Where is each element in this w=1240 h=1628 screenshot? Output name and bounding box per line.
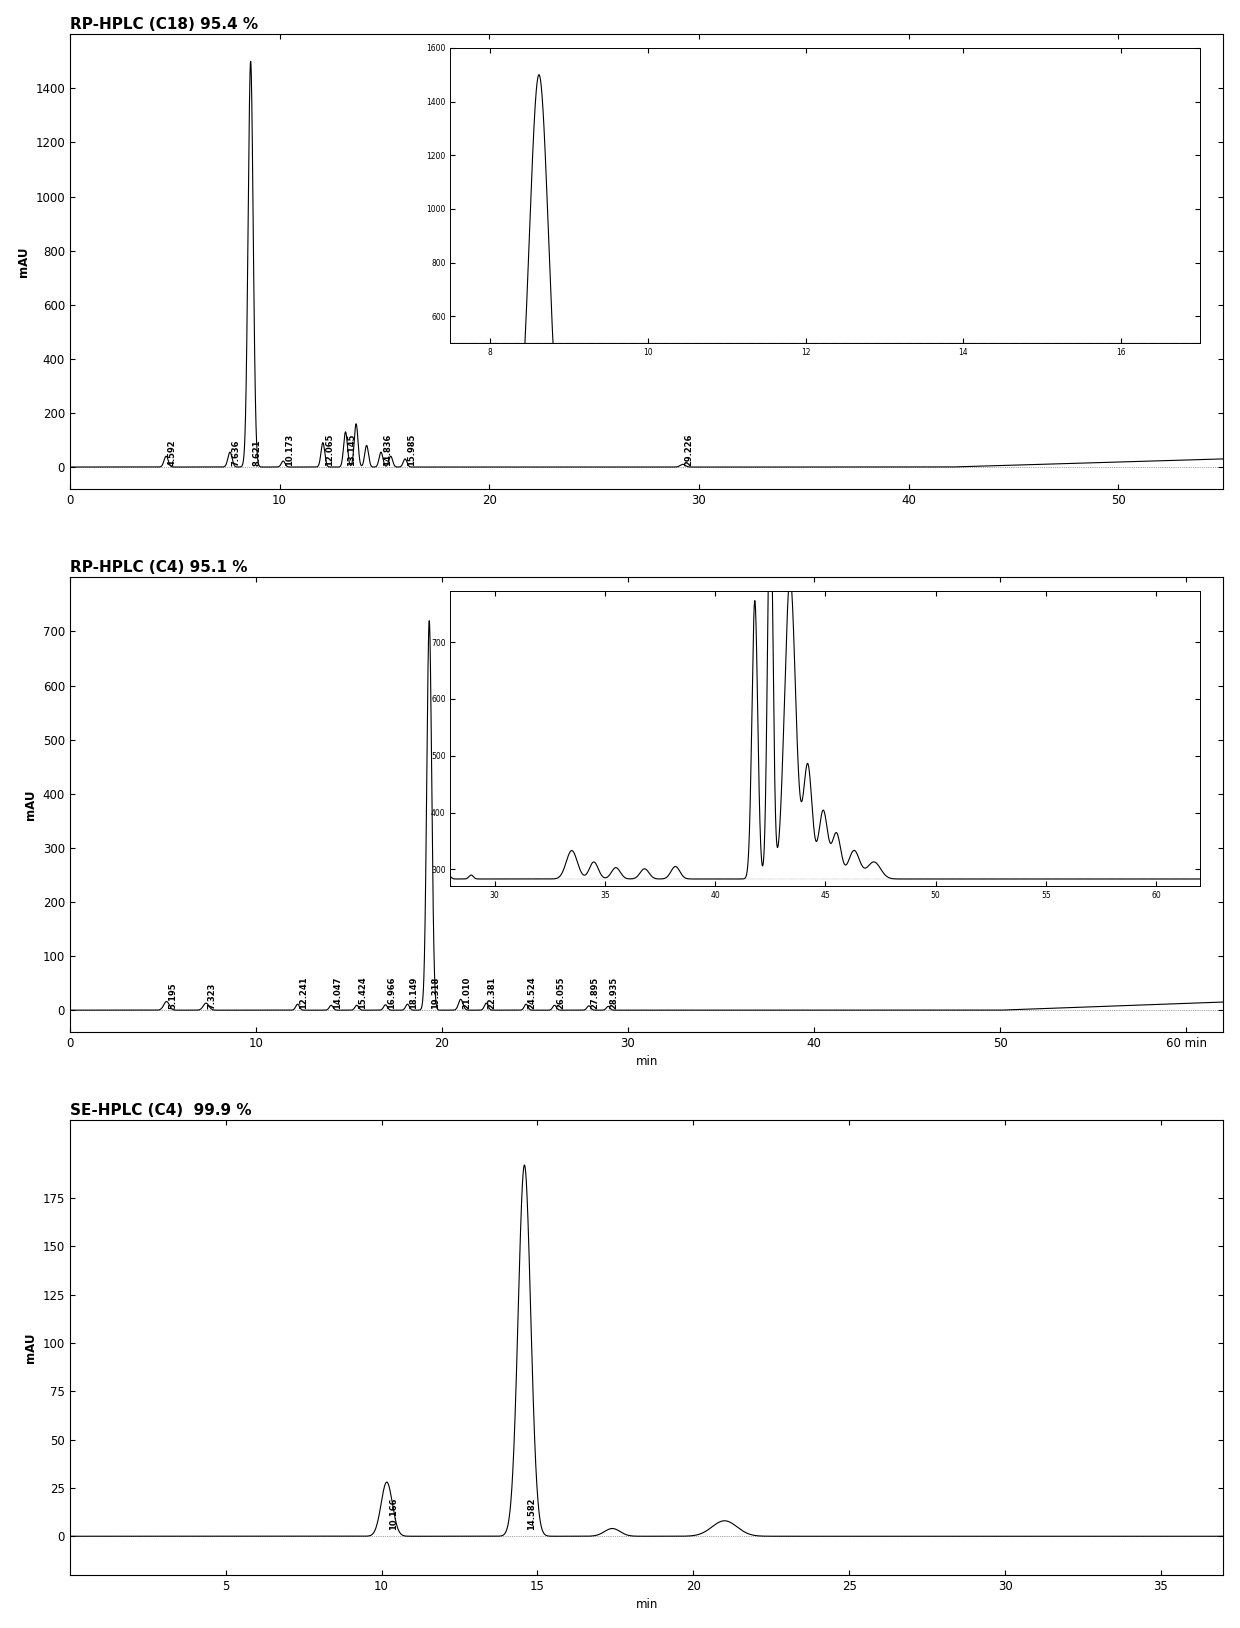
X-axis label: min: min [635,1055,657,1068]
Text: 18.149: 18.149 [409,977,418,1008]
Y-axis label: mAU: mAU [16,246,30,277]
Text: SE-HPLC (C4)  99.9 %: SE-HPLC (C4) 99.9 % [69,1102,252,1118]
Text: 12.065: 12.065 [325,433,334,466]
Text: 14.582: 14.582 [527,1498,536,1530]
Text: 7.636: 7.636 [232,440,241,466]
X-axis label: min: min [635,1599,657,1612]
Y-axis label: mAU: mAU [24,1332,37,1363]
Text: 10.166: 10.166 [389,1498,398,1530]
Text: 5.195: 5.195 [167,982,177,1008]
Text: 27.895: 27.895 [590,977,599,1008]
Text: 21.010: 21.010 [463,977,471,1008]
Text: 8.621: 8.621 [252,440,262,466]
Y-axis label: mAU: mAU [24,790,37,821]
Text: 26.055: 26.055 [556,977,565,1008]
Text: 14.047: 14.047 [332,977,342,1008]
Text: 7.323: 7.323 [207,982,217,1008]
Text: 13.145: 13.145 [347,433,356,466]
Text: 14.836: 14.836 [383,433,392,466]
Text: RP-HPLC (C4) 95.1 %: RP-HPLC (C4) 95.1 % [69,560,247,575]
Text: RP-HPLC (C18) 95.4 %: RP-HPLC (C18) 95.4 % [69,16,258,31]
Text: 15.424: 15.424 [358,975,367,1008]
Text: 16.966: 16.966 [387,977,396,1008]
Text: 4.592: 4.592 [167,440,177,466]
Text: 22.381: 22.381 [487,977,497,1008]
Text: 29.226: 29.226 [684,433,693,466]
Text: 24.524: 24.524 [527,975,537,1008]
Text: 19.318: 19.318 [430,977,440,1008]
Text: 12.241: 12.241 [299,975,308,1008]
Text: 28.935: 28.935 [610,977,619,1008]
Text: 15.985: 15.985 [407,433,415,466]
Text: 10.173: 10.173 [285,435,294,466]
